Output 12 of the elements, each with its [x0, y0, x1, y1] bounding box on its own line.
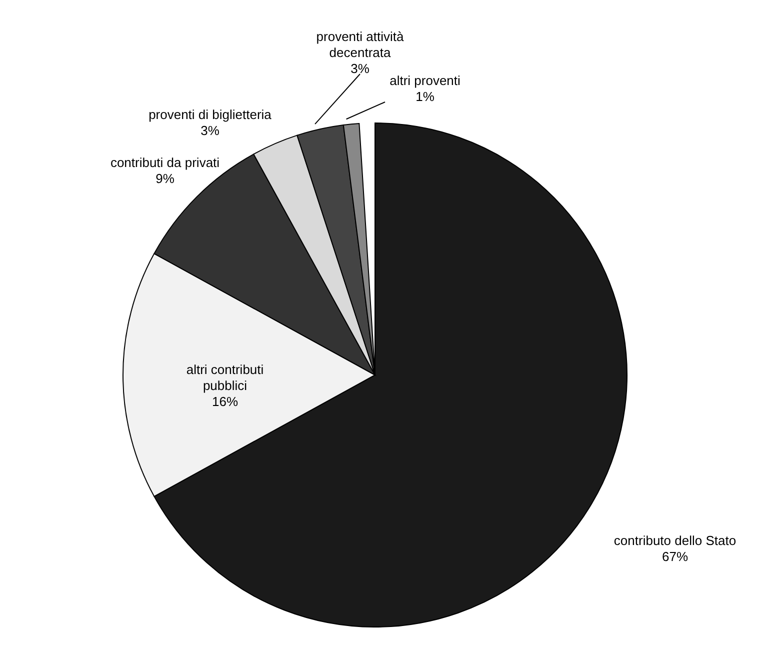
data-label: 3% — [200, 123, 220, 138]
slice-label: proventi di biglietteria — [148, 107, 272, 122]
data-label: 67% — [662, 549, 688, 564]
slice-label: altri contributi pubblici — [186, 362, 264, 393]
data-label: 3% — [350, 61, 370, 76]
data-label: 16% — [212, 394, 238, 409]
data-label: 1% — [416, 89, 435, 104]
data-label: 9% — [156, 171, 175, 186]
slice-label: altri proventi — [390, 73, 461, 88]
slice-label: proventi attività decentrata — [316, 29, 404, 60]
slice-label: contributi da privati — [110, 155, 220, 170]
slice-label: contributo dello Stato — [614, 533, 736, 548]
